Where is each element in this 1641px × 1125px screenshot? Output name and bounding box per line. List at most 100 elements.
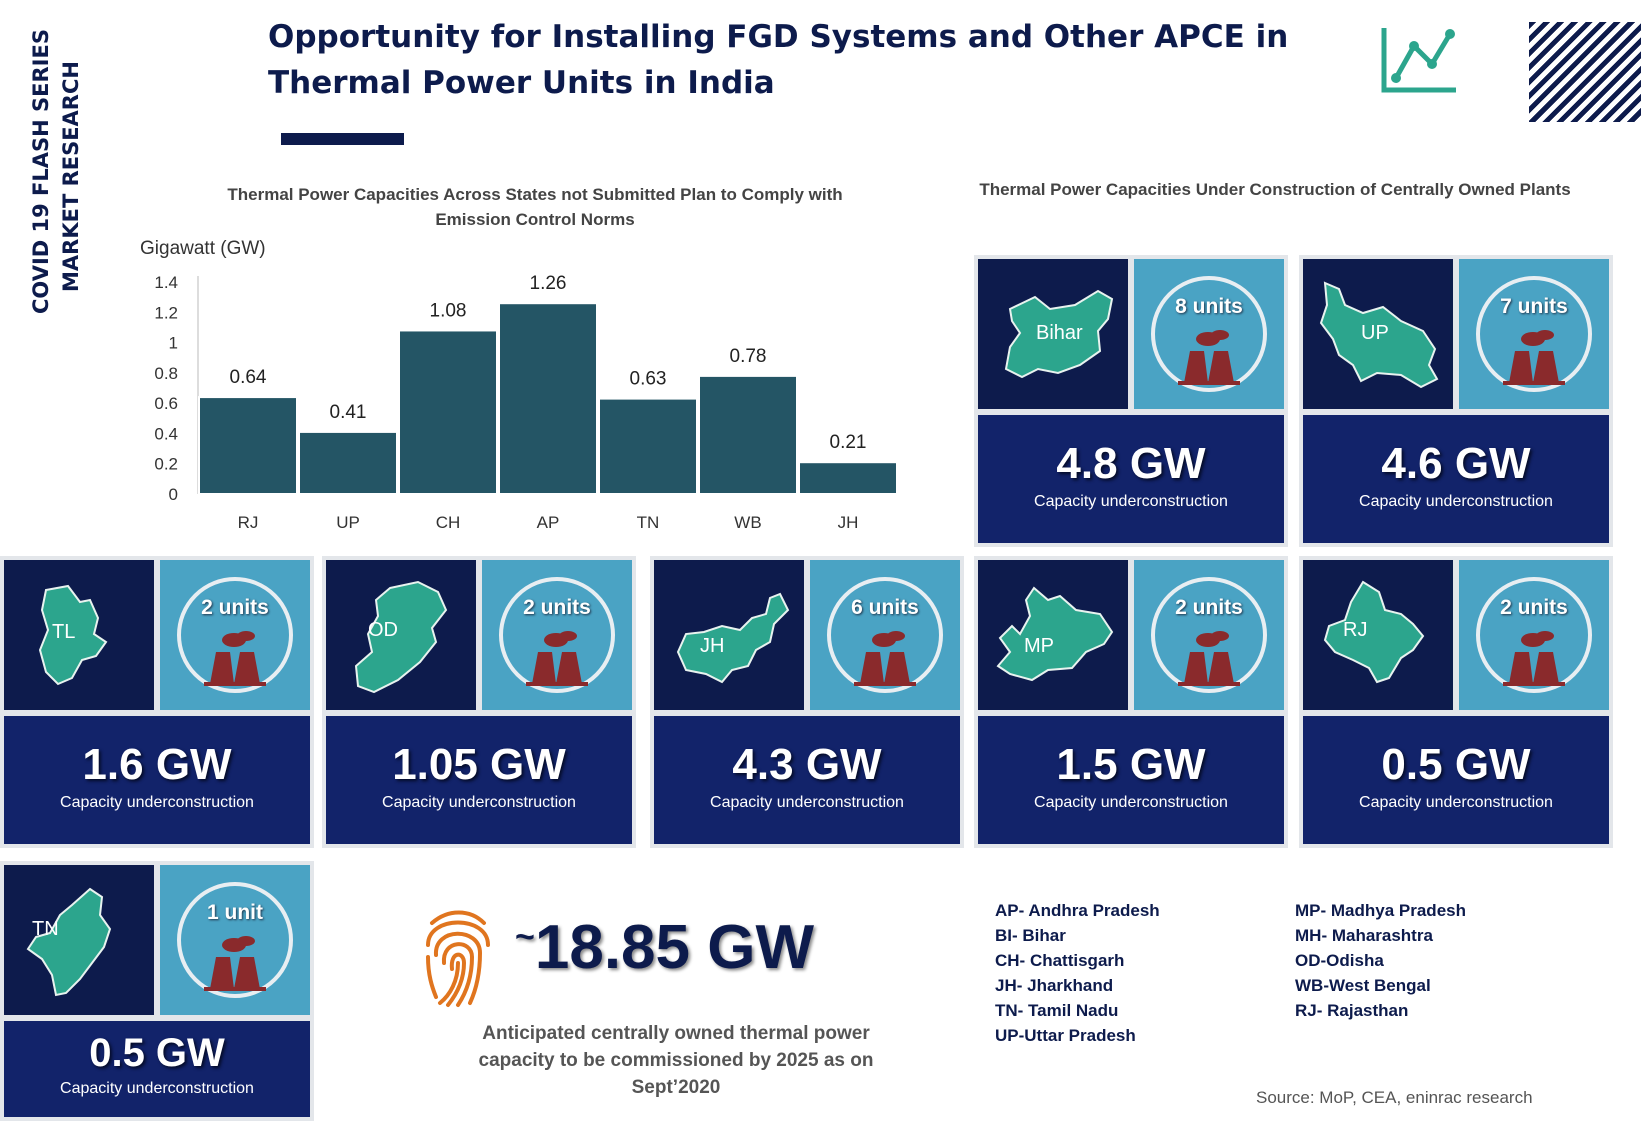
capacity-caption: Capacity underconstruction [60,1080,254,1097]
bar-tn [598,397,698,496]
y-tick-label: 1 [169,334,178,353]
legend-item: MP- Madhya Pradesh [1295,901,1466,920]
units-label: 2 units [523,596,591,619]
units-panel: 2 units [1134,560,1284,710]
legend-item: CH- Chattisgarh [995,951,1125,970]
bar-value-label: 0.63 [630,369,667,390]
capacity-value: 1.5 GW [1056,740,1206,789]
state-map-icon: UP [1319,281,1439,389]
bar-wb [698,374,798,495]
bar-jh [798,461,898,495]
side-text-line1: COVID 19 FLASH SERIES [29,29,53,314]
page-title: Opportunity for Installing FGD Systems a… [268,19,1289,101]
y-tick-label: 1.4 [154,273,178,292]
capacity-value: 0.5 GW [89,1031,225,1075]
units-ring [1476,276,1592,392]
capacity-caption: Capacity underconstruction [60,794,254,811]
x-tick-label: AP [537,513,560,532]
units-panel: 8 units [1134,259,1284,409]
hatch-pattern [1529,22,1641,122]
capacity-value: 4.3 GW [732,740,882,789]
units-panel: 2 units [160,560,310,710]
legend-left: AP- Andhra Pradesh BI- Bihar CH- Chattisga… [995,898,1160,1048]
x-tick-label: RJ [238,513,259,532]
right-section-title: Thermal Power Capacities Under Construct… [979,180,1571,199]
capacity-value: 1.05 GW [392,740,566,789]
capacity-value: 1.6 GW [82,740,232,789]
units-panel: 1 unit [160,865,310,1015]
state-tile-bihar: Bihar 8 units 4.8 GW Capacity underconstruc… [974,255,1288,547]
units-label: 6 units [851,596,919,619]
side-banner-svg: COVID 19 FLASH SERIES MARKET RESEARCH [29,29,83,314]
units-panel: 6 units [810,560,960,710]
bar-value-label: 1.08 [430,300,467,321]
state-map-panel: RJ [1303,560,1453,710]
bar-ap [498,302,598,496]
units-panel: 2 units [1459,560,1609,710]
capacity-caption: Capacity underconstruction [1359,493,1553,510]
x-tick-label: TN [637,513,660,532]
state-map-panel: TN [4,865,154,1015]
capacity-caption: Capacity underconstruction [382,794,576,811]
bar-chart: 0 0.2 0.4 0.6 0.8 1 1.2 1.4 0.64 RJ 0.41 UP 1.08 CH 1.… [154,273,898,532]
bar-ch [398,329,498,496]
total-capacity: ~18.85 GW [515,912,814,983]
capacity-value: 4.8 GW [1056,439,1206,488]
units-ring [1476,577,1592,693]
state-map-panel: UP [1303,259,1453,409]
y-tick-label: 0.6 [154,394,178,413]
trend-chart-icon [1381,28,1456,93]
power-plant-icon [1178,631,1240,686]
legend-item: RJ- Rajasthan [1295,1001,1409,1020]
state-map-panel: TL [4,560,154,710]
capacity-panel: 0.5 GW Capacity underconstruction [1303,716,1609,844]
y-tick-label: 1.2 [154,303,178,322]
state-map-icon: TL [38,584,108,686]
units-label: 2 units [1175,596,1243,619]
capacity-value: 0.5 GW [1381,740,1531,789]
capacity-caption: Capacity underconstruction [1359,794,1553,811]
state-map-panel: JH [654,560,804,710]
state-map-icon: RJ [1323,580,1425,684]
bar-value-label: 0.21 [830,432,867,453]
state-map-panel: MP [978,560,1128,710]
bar-rj [198,396,298,495]
total-value: 18.85 GW [534,913,814,982]
state-label: MP [1024,635,1054,657]
power-plant-icon [854,631,916,686]
capacity-panel: 0.5 GW Capacity underconstruction [4,1021,310,1117]
power-plant-icon [204,631,266,686]
state-tile-tn: TN 1 unit 0.5 GW Capacity underconstruction [0,861,314,1121]
state-tile-rj: RJ 2 units 0.5 GW Capacity underconstructio… [1299,556,1613,848]
capacity-caption: Capacity underconstruction [710,794,904,811]
y-tick-label: 0 [169,485,178,504]
capacity-caption: Capacity underconstruction [1034,493,1228,510]
power-plant-icon [1178,330,1240,385]
units-label: 8 units [1175,295,1243,318]
legend-item: UP-Uttar Pradesh [995,1026,1136,1045]
units-ring [1151,276,1267,392]
state-tile-up: UP 7 units 4.6 GW Capacity underconstructio… [1299,255,1613,547]
state-map-panel: Bihar [978,259,1128,409]
title-underline [281,133,404,145]
x-tick-label: JH [838,513,859,532]
state-label: OD [368,619,398,641]
capacity-panel: 1.5 GW Capacity underconstruction [978,716,1284,844]
units-label: 1 unit [207,901,263,924]
side-text-line2: MARKET RESEARCH [59,61,83,292]
legend-item: OD-Odisha [1295,951,1384,970]
units-ring [177,882,293,998]
state-map-icon: MP [996,586,1114,682]
units-panel: 2 units [482,560,632,710]
units-ring [499,577,615,693]
units-ring [827,577,943,693]
state-tile-jh: JH 6 units 4.3 GW Capacity underconstructio… [650,556,964,848]
power-plant-icon [204,936,266,991]
bar-value-label: 0.64 [230,367,267,388]
chart-ylabel: Gigawatt (GW) [140,238,266,259]
units-panel: 7 units [1459,259,1609,409]
state-tile-mp: MP 2 units 1.5 GW Capacity underconstructio… [974,556,1288,848]
capacity-panel: 1.6 GW Capacity underconstruction [4,716,310,844]
side-banner: COVID 19 FLASH SERIES MARKET RESEARCH [22,22,92,322]
units-label: 2 units [201,596,269,619]
